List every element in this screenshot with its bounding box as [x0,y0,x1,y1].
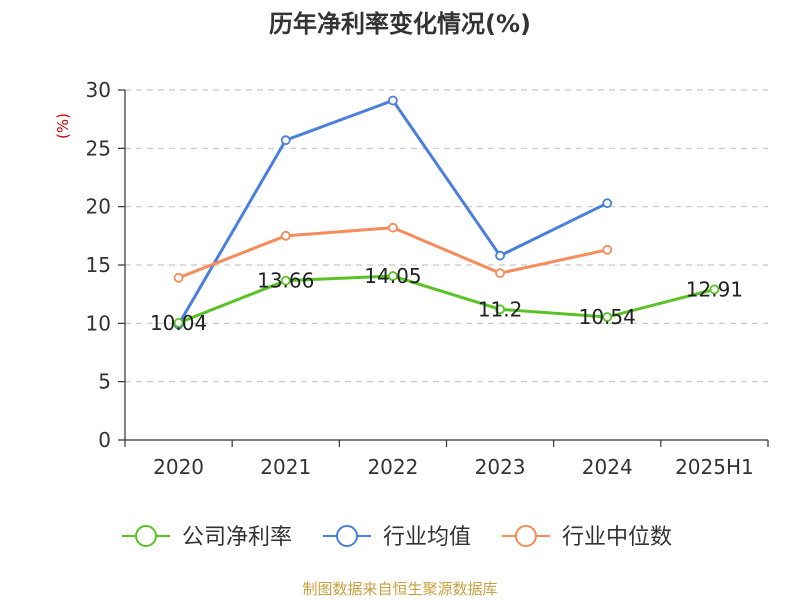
data-point [602,244,613,255]
source-note: 制图数据来自恒生聚源数据库 [302,580,497,598]
x-tick-label: 2024 [582,455,633,479]
y-axis-label: (%) [54,113,72,139]
data-point [709,284,720,295]
y-tick-label: 5 [98,370,111,394]
data-point [495,304,505,315]
x-tick-label: 2020 [153,455,204,479]
data-label: 11.2 [478,297,523,321]
legend-marker [515,525,537,547]
y-tick-label: 30 [86,78,111,102]
series-line [178,274,715,325]
data-labels: 10.04 13.66 14.05 11.2 10.54 12.91 [150,264,743,335]
y-tick-label: 25 [86,136,111,160]
data-label: 13.66 [257,269,314,293]
x-tick-label: 2025H1 [675,455,754,479]
data-point [280,230,291,241]
y-tick-label: 15 [86,253,111,277]
y-tick-label: 10 [86,311,111,335]
legend-label: 行业均值 [383,525,471,550]
data-point [388,271,398,281]
x-tick-label: 2023 [475,455,526,479]
grid-lines [125,89,768,383]
axes: 0 5 10 15 20 25 30 2020 2021 2022 2023 2024 2025H1 [86,78,769,479]
data-label: 12.91 [686,277,743,301]
x-tick-label: 2021 [260,455,311,479]
data-label: 10.04 [150,311,207,335]
x-tick-label: 2022 [367,455,418,479]
data-point [173,317,184,328]
series-line [177,99,608,326]
legend: 公司净利率 行业均值 行业中位数 [122,525,672,550]
data-point [280,135,291,146]
legend-label: 行业中位数 [562,525,672,550]
data-point [602,312,613,322]
y-tick-label: 20 [86,195,111,219]
data-point [602,198,613,209]
data-point [495,268,505,279]
y-tick-label: 0 [98,428,111,452]
data-point [280,275,291,286]
data-point [388,95,398,106]
legend-marker [135,525,157,547]
legend-marker [336,525,358,547]
data-point [388,222,398,233]
data-point [495,250,505,261]
chart-title: 历年净利率变化情况(%) [269,10,531,38]
data-label: 10.54 [579,305,636,329]
legend-label: 公司净利率 [182,525,292,550]
series-lines [173,95,720,330]
data-point [173,272,184,283]
data-label: 14.05 [364,264,421,288]
